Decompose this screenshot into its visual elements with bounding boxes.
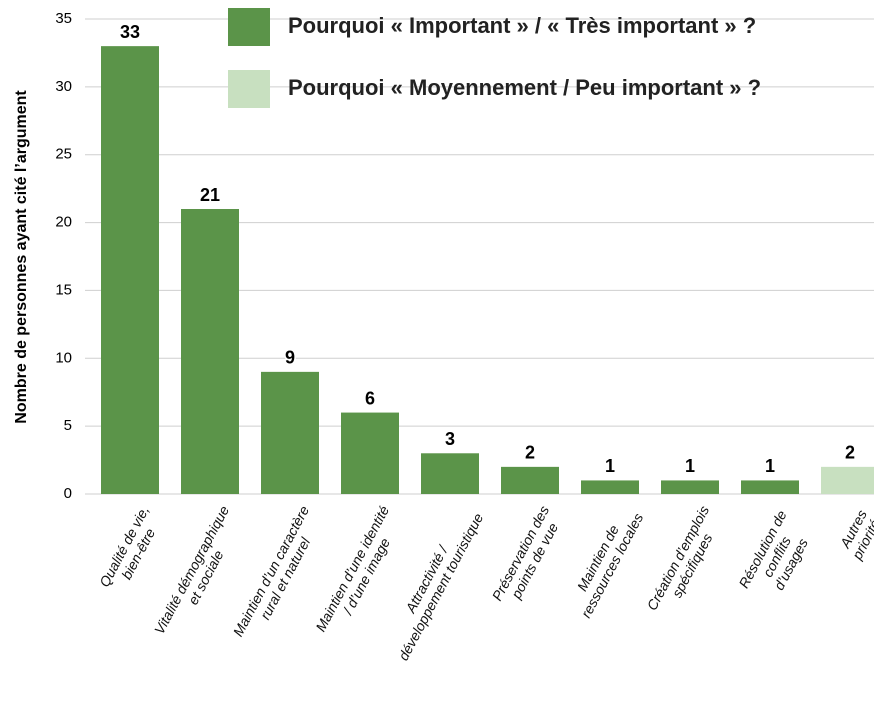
- value-label: 9: [285, 348, 295, 368]
- legend-label: Pourquoi « Important » / « Très importan…: [288, 13, 756, 38]
- y-tick-label: 25: [55, 146, 72, 163]
- bar: [261, 371, 319, 494]
- value-label: 6: [365, 388, 375, 408]
- value-label: 1: [685, 456, 695, 476]
- value-label: 33: [120, 22, 140, 42]
- bar: [181, 209, 239, 494]
- value-label: 3: [445, 429, 455, 449]
- value-label: 1: [765, 456, 775, 476]
- bar: [501, 466, 559, 494]
- legend-label: Pourquoi « Moyennement / Peu important »…: [288, 75, 761, 100]
- value-label: 2: [525, 443, 535, 463]
- y-tick-label: 20: [55, 214, 72, 231]
- y-tick-label: 0: [64, 485, 72, 502]
- y-tick-label: 10: [55, 349, 72, 366]
- y-tick-label: 30: [55, 78, 72, 95]
- value-label: 21: [200, 185, 220, 205]
- bar: [581, 480, 639, 494]
- bar: [421, 453, 479, 494]
- bar: [341, 412, 399, 494]
- value-label: 2: [845, 443, 855, 463]
- value-label: 1: [605, 456, 615, 476]
- y-tick-label: 35: [55, 10, 72, 27]
- legend-swatch: [228, 8, 270, 46]
- bar: [741, 480, 799, 494]
- bar: [661, 480, 719, 494]
- bar: [101, 46, 159, 495]
- legend-swatch: [228, 70, 270, 108]
- y-tick-label: 15: [55, 281, 72, 298]
- bar: [821, 466, 874, 494]
- y-tick-label: 5: [64, 417, 72, 434]
- y-axis-label: Nombre de personnes ayant cité l’argumen…: [13, 90, 30, 424]
